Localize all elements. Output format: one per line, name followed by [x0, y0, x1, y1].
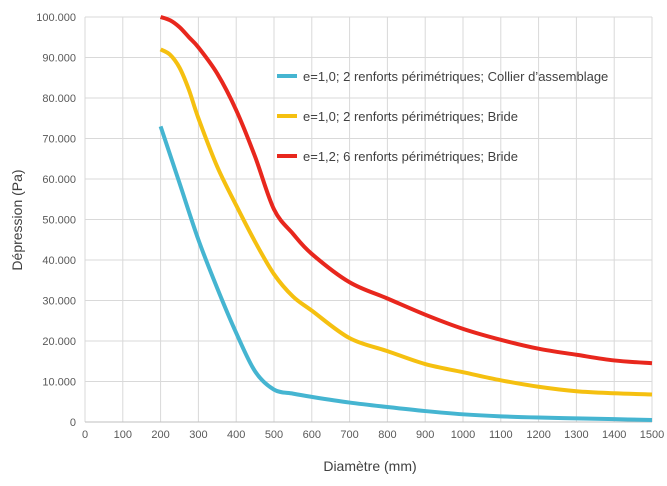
x-tick-label: 1500	[640, 429, 664, 441]
y-tick-label: 10.000	[42, 377, 76, 389]
series-line-3	[159, 15, 653, 366]
x-tick-label: 800	[378, 429, 396, 441]
y-tick-label: 20.000	[42, 336, 76, 348]
y-tick-label: 50.000	[42, 215, 76, 227]
axes: 0 100 200 300 400 500 600 700 800 900 1000 1100 1200…	[36, 12, 664, 441]
x-axis-title: Diamètre (mm)	[323, 458, 416, 474]
x-tick-label: 300	[189, 429, 207, 441]
x-tick-label: 1200	[526, 429, 550, 441]
x-tick-label: 200	[151, 429, 169, 441]
y-tick-label: 90.000	[42, 53, 76, 65]
x-tick-label: 600	[303, 429, 321, 441]
x-tick-label: 1300	[564, 429, 588, 441]
y-tick-label: 100.000	[36, 12, 76, 24]
y-tick-label: 70.000	[42, 134, 76, 146]
x-tick-label: 700	[340, 429, 358, 441]
x-tick-label: 1000	[451, 429, 475, 441]
y-tick-label: 30.000	[42, 296, 76, 308]
x-tick-label: 0	[82, 429, 88, 441]
legend-label-1: e=1,0; 2 renforts périmétriques; Collier…	[303, 69, 608, 84]
x-tick-label: 400	[227, 429, 245, 441]
y-tick-label: 60.000	[42, 174, 76, 186]
y-tick-label: 80.000	[42, 93, 76, 105]
y-tick-label: 40.000	[42, 255, 76, 267]
legend: e=1,0; 2 renforts périmétriques; Collier…	[277, 69, 608, 164]
y-tick-label: 0	[70, 417, 76, 429]
x-tick-label: 500	[265, 429, 283, 441]
series-line-2	[159, 47, 653, 397]
x-tick-label: 1100	[489, 429, 513, 441]
y-axis-title: Dépression (Pa)	[9, 169, 25, 270]
legend-label-3: e=1,2; 6 renforts périmétriques; Bride	[303, 149, 518, 164]
x-tick-label: 900	[416, 429, 434, 441]
x-tick-label: 100	[114, 429, 132, 441]
series-lines	[158, 15, 653, 422]
legend-label-2: e=1,0; 2 renforts périmétriques; Bride	[303, 109, 518, 124]
series-line-1	[158, 125, 653, 422]
x-tick-label: 1400	[602, 429, 626, 441]
